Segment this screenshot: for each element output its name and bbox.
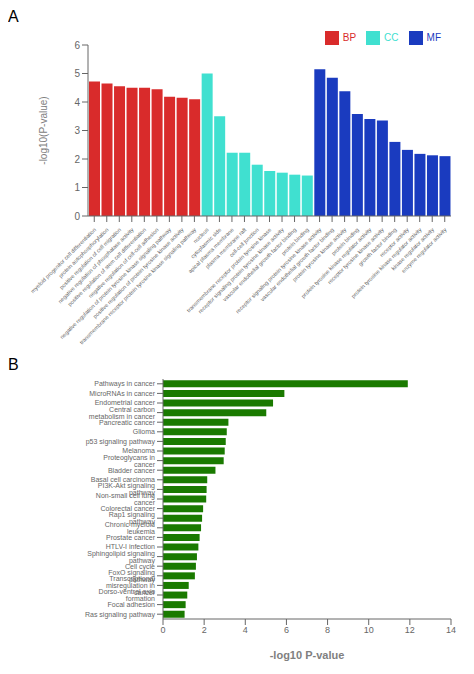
svg-text:5: 5 xyxy=(74,68,80,79)
svg-text:6: 6 xyxy=(74,40,80,51)
svg-text:Pancreatic cancer: Pancreatic cancer xyxy=(99,419,156,426)
svg-text:Basal cell carcinoma: Basal cell carcinoma xyxy=(91,476,155,483)
svg-text:12: 12 xyxy=(405,625,415,635)
svg-text:-log10 P-value: -log10 P-value xyxy=(270,649,345,661)
svg-text:Rap1 signalingpathway: Rap1 signalingpathway xyxy=(109,511,156,526)
svg-text:4: 4 xyxy=(243,625,248,635)
svg-text:Colorectal cancer: Colorectal cancer xyxy=(101,505,156,512)
svg-text:Central carbonmetabolism in ca: Central carbonmetabolism in cancer xyxy=(89,406,156,420)
svg-text:MicroRNAs in cancer: MicroRNAs in cancer xyxy=(89,390,155,397)
svg-text:Melanoma: Melanoma xyxy=(122,447,155,454)
svg-text:positive regulation of protein: positive regulation of protein tyrosine … xyxy=(92,226,185,319)
svg-text:transmembrane receptor protein: transmembrane receptor protein tyrosine … xyxy=(78,226,197,345)
svg-text:Dorso-ventral axisformation: Dorso-ventral axisformation xyxy=(99,588,156,602)
svg-text:negative regulation of protein: negative regulation of protein tyrosine … xyxy=(59,226,173,340)
svg-text:vascular endothelial growth fa: vascular endothelial growth factor bindi… xyxy=(259,227,335,303)
svg-text:6: 6 xyxy=(284,625,289,635)
svg-text:8: 8 xyxy=(325,625,330,635)
svg-text:14: 14 xyxy=(446,625,456,635)
svg-text:-log10(P-value): -log10(P-value) xyxy=(38,96,49,164)
svg-text:Sphingolipid signalingpathway: Sphingolipid signalingpathway xyxy=(87,550,155,565)
svg-text:p53 signaling pathway: p53 signaling pathway xyxy=(86,438,156,446)
svg-text:HTLV-I infection: HTLV-I infection xyxy=(106,543,155,550)
svg-text:10: 10 xyxy=(364,625,374,635)
svg-text:PI3K-Akt signalingpathway: PI3K-Akt signalingpathway xyxy=(98,482,156,497)
svg-text:Endometrial cancer: Endometrial cancer xyxy=(95,399,156,406)
svg-text:Glioma: Glioma xyxy=(133,428,155,435)
svg-text:0: 0 xyxy=(74,211,80,222)
svg-text:Ras signaling pathway: Ras signaling pathway xyxy=(85,611,156,619)
svg-text:1: 1 xyxy=(74,182,80,193)
svg-text:2: 2 xyxy=(202,625,207,635)
svg-text:Bladder cancer: Bladder cancer xyxy=(108,467,156,474)
svg-text:Cell cycle: Cell cycle xyxy=(125,563,155,571)
svg-text:receptor signaling protein tyr: receptor signaling protein tyrosine kina… xyxy=(234,226,322,314)
svg-text:0: 0 xyxy=(160,625,165,635)
svg-text:2: 2 xyxy=(74,154,80,165)
svg-text:Focal adhesion: Focal adhesion xyxy=(108,601,156,608)
svg-text:Pathways in cancer: Pathways in cancer xyxy=(94,380,155,388)
svg-text:enzyme regulator activity: enzyme regulator activity xyxy=(400,226,447,273)
svg-text:Prostate cancer: Prostate cancer xyxy=(106,534,156,541)
svg-text:Transcriptionalmisregulation i: Transcriptionalmisregulation incancer xyxy=(106,575,156,596)
svg-text:4: 4 xyxy=(74,97,80,108)
svg-text:Proteoglycans incancer: Proteoglycans incancer xyxy=(103,454,155,468)
svg-text:FoxO signalingpathway: FoxO signalingpathway xyxy=(108,569,155,584)
svg-text:3: 3 xyxy=(74,125,80,136)
svg-text:receptor signaling protein tyr: receptor signaling protein tyrosine kina… xyxy=(197,226,285,314)
svg-text:transmembrane receptor protein: transmembrane receptor protein tyrosine … xyxy=(186,227,273,314)
